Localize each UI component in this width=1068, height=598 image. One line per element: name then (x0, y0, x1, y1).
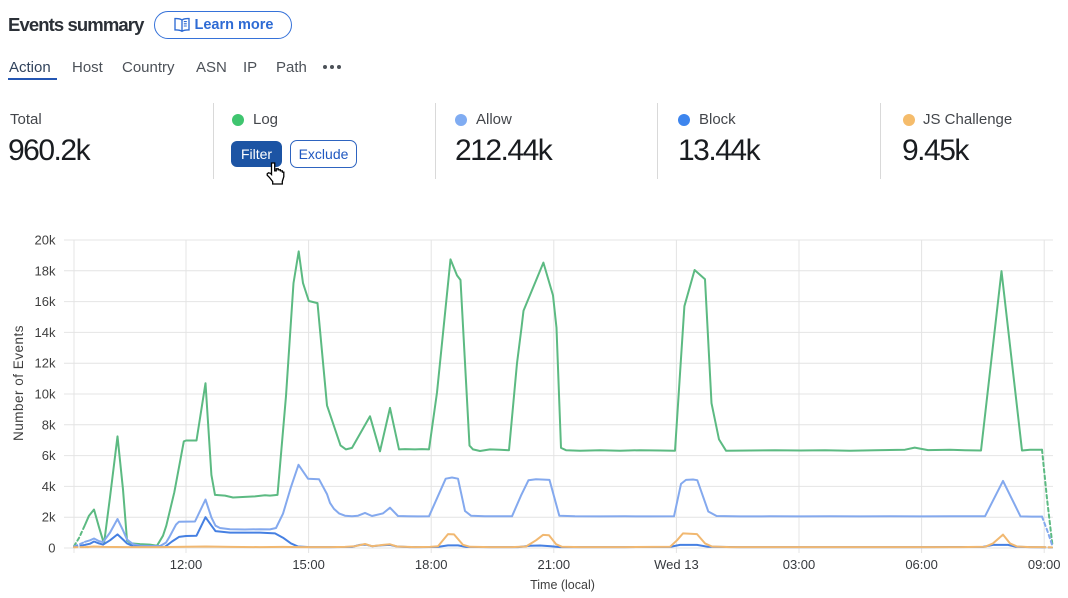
svg-text:14k: 14k (35, 325, 56, 340)
svg-text:Number of Events: Number of Events (11, 325, 26, 441)
svg-text:12k: 12k (35, 356, 56, 371)
svg-text:Time (local): Time (local) (530, 578, 595, 592)
svg-text:16k: 16k (35, 294, 56, 309)
svg-text:2k: 2k (42, 510, 56, 525)
svg-text:4k: 4k (42, 479, 56, 494)
svg-text:18k: 18k (35, 263, 56, 278)
svg-text:20k: 20k (35, 233, 56, 248)
svg-text:12:00: 12:00 (170, 557, 203, 572)
svg-text:6k: 6k (42, 448, 56, 463)
svg-text:8k: 8k (42, 417, 56, 432)
svg-text:15:00: 15:00 (292, 557, 325, 572)
svg-text:09:00: 09:00 (1028, 557, 1061, 572)
svg-text:06:00: 06:00 (905, 557, 938, 572)
svg-text:10k: 10k (35, 387, 56, 402)
svg-text:Wed 13: Wed 13 (654, 557, 699, 572)
svg-text:03:00: 03:00 (783, 557, 816, 572)
svg-text:0: 0 (48, 541, 55, 556)
svg-text:18:00: 18:00 (415, 557, 448, 572)
svg-text:21:00: 21:00 (538, 557, 571, 572)
